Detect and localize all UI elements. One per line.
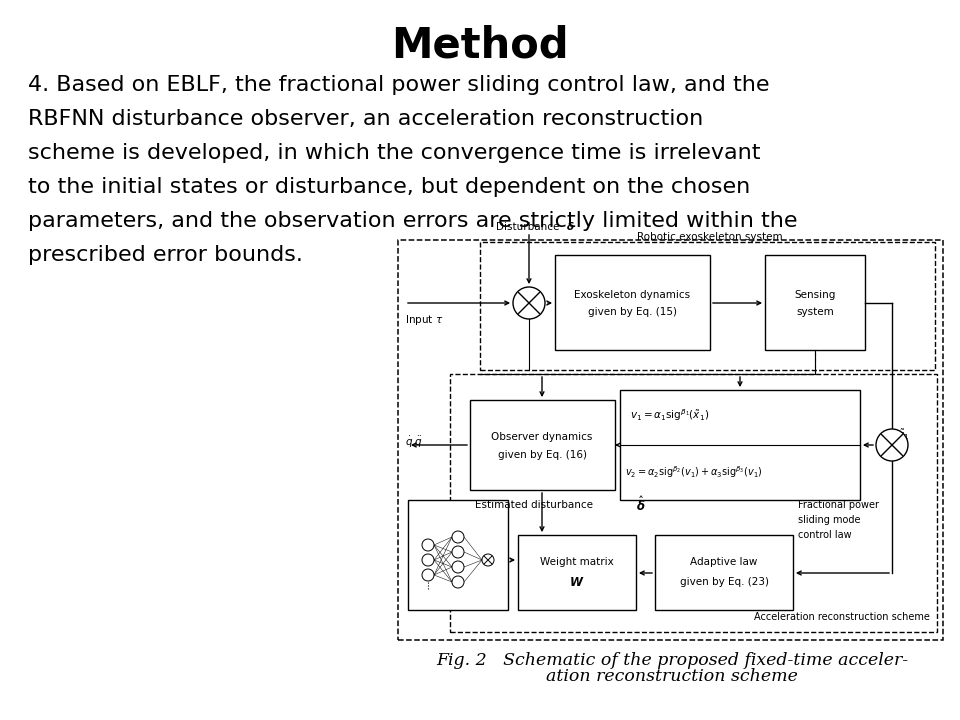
Text: Exoskeleton dynamics: Exoskeleton dynamics [574, 290, 690, 300]
Text: prescribed error bounds.: prescribed error bounds. [28, 245, 302, 265]
Text: RBFNN disturbance observer, an acceleration reconstruction: RBFNN disturbance observer, an accelerat… [28, 109, 704, 129]
Bar [408, 500, 508, 610]
Text: given by Eq. (16): given by Eq. (16) [497, 450, 587, 460]
Circle shape [452, 546, 464, 558]
Circle shape [452, 561, 464, 573]
Text: $\boldsymbol{\delta}$: $\boldsymbol{\delta}$ [566, 220, 575, 232]
Text: Fig. 2   Schematic of the proposed fixed-time acceler-: Fig. 2 Schematic of the proposed fixed-t… [436, 652, 908, 669]
Text: sliding mode: sliding mode [798, 515, 860, 525]
Circle shape [876, 429, 908, 461]
Bar [450, 374, 937, 632]
Text: Estimated disturbance: Estimated disturbance [475, 500, 596, 510]
Circle shape [422, 554, 434, 566]
Text: given by Eq. (15): given by Eq. (15) [588, 307, 677, 317]
Text: |: | [533, 299, 537, 310]
Text: Fractional power: Fractional power [798, 500, 879, 510]
Circle shape [422, 569, 434, 581]
Bar [518, 535, 636, 610]
Text: $\dot{q}\ \ddot{q}$: $\dot{q}\ \ddot{q}$ [405, 434, 423, 449]
Text: control law: control law [798, 530, 852, 540]
Bar [480, 242, 935, 370]
Bar [398, 240, 943, 640]
Circle shape [452, 531, 464, 543]
Text: scheme is developed, in which the convergence time is irrelevant: scheme is developed, in which the conver… [28, 143, 760, 163]
Bar [765, 255, 865, 350]
Text: Method: Method [391, 25, 569, 67]
Circle shape [482, 554, 494, 566]
Text: $v_2 = \alpha_2\mathrm{sig}^{\beta_2}(v_1)+\alpha_3\mathrm{sig}^{\beta_3}(v_1)$: $v_2 = \alpha_2\mathrm{sig}^{\beta_2}(v_… [625, 464, 762, 480]
Text: to the initial states or disturbance, but dependent on the chosen: to the initial states or disturbance, bu… [28, 177, 751, 197]
Text: ation reconstruction scheme: ation reconstruction scheme [546, 668, 798, 685]
Text: Sensing: Sensing [794, 290, 836, 300]
Text: Disturbance: Disturbance [496, 222, 563, 232]
Text: Adaptive law: Adaptive law [690, 557, 757, 567]
Circle shape [513, 287, 545, 319]
Bar [655, 535, 793, 610]
Text: $\hat{\boldsymbol{\delta}}$: $\hat{\boldsymbol{\delta}}$ [636, 495, 645, 515]
Text: $\tilde{x}_1$: $\tilde{x}_1$ [897, 428, 909, 442]
Text: $\boldsymbol{W}$: $\boldsymbol{W}$ [569, 575, 585, 588]
Text: Input $\tau$: Input $\tau$ [405, 313, 444, 327]
Text: 4. Based on EBLF, the fractional power sliding control law, and the: 4. Based on EBLF, the fractional power s… [28, 75, 770, 95]
Text: Robotic exoskeleton system: Robotic exoskeleton system [637, 232, 782, 242]
Text: parameters, and the observation errors are strictly limited within the: parameters, and the observation errors a… [28, 211, 798, 231]
Bar [470, 400, 615, 490]
Bar [555, 255, 710, 350]
Text: $v_1 = \alpha_1\mathrm{sig}^{\beta_1}(\tilde{x}_1)$: $v_1 = \alpha_1\mathrm{sig}^{\beta_1}(\t… [630, 407, 709, 423]
Text: Observer dynamics: Observer dynamics [492, 432, 592, 442]
Circle shape [422, 539, 434, 551]
Text: Weight matrix: Weight matrix [540, 557, 613, 567]
Text: Acceleration reconstruction scheme: Acceleration reconstruction scheme [755, 612, 930, 622]
Bar [620, 390, 860, 500]
Circle shape [452, 576, 464, 588]
Text: system: system [796, 307, 834, 317]
Text: given by Eq. (23): given by Eq. (23) [680, 577, 769, 587]
